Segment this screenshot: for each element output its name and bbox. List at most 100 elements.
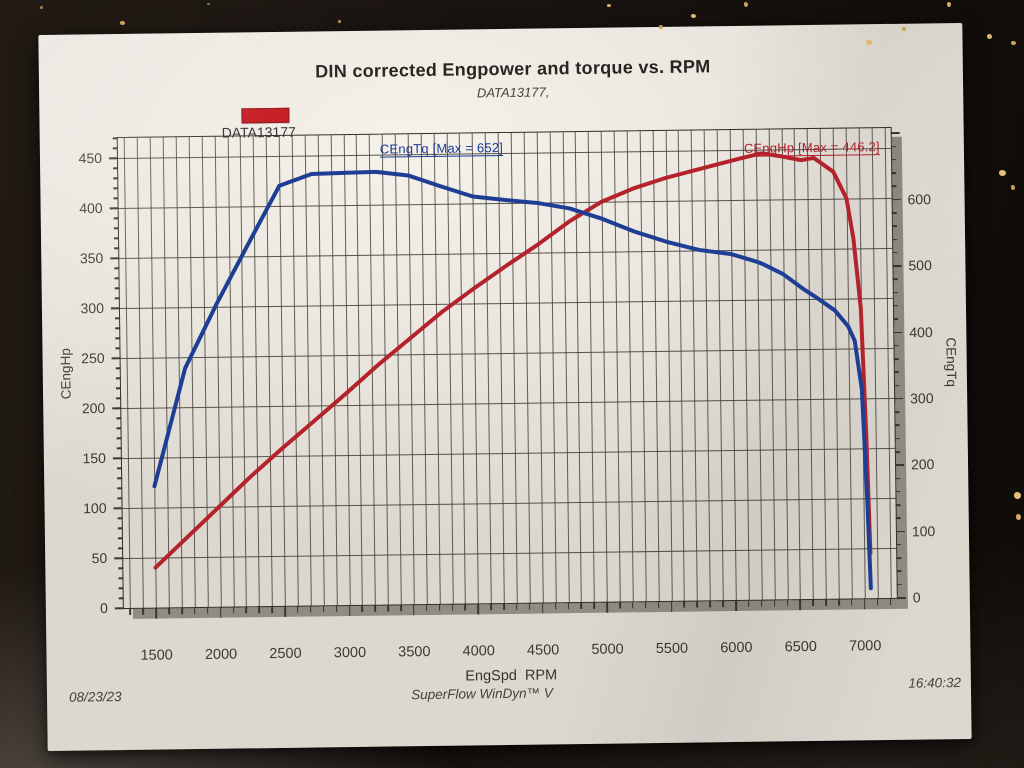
x-axis-tick [541,602,544,614]
right-axis-tick [891,172,897,174]
right-axis-tick-label: 100 [911,522,936,539]
right-axis-tick-label: 600 [907,190,932,208]
left-axis-tick [110,257,120,259]
x-axis-tick [876,598,879,606]
x-axis-tick [387,604,389,612]
crumb [902,27,906,31]
x-axis-tick [812,598,814,606]
left-axis-tick-label: 300 [80,299,105,317]
footer-time: 16:40:32 [908,675,962,691]
x-axis-tick [193,607,196,615]
x-axis-tick-label: 4000 [462,643,495,660]
crumb [607,4,611,7]
x-axis-tick [644,601,647,609]
x-axis-tick [670,600,673,612]
x-axis-tick [451,603,454,611]
crumb [40,6,43,9]
x-axis-tick [477,603,480,615]
x-axis-tick [335,605,338,613]
x-axis-tick [412,604,415,616]
right-axis-tick-label: 0 [912,589,921,606]
x-axis-tick [593,601,595,609]
x-axis-tick-label: 3500 [398,643,431,661]
x-axis-tick [348,605,351,617]
left-axis-tick-label: 150 [82,449,106,467]
x-axis-tick [631,601,634,609]
right-axis-tick-label: 200 [910,456,935,473]
x-axis-tick [322,605,325,613]
right-axis-tick [894,411,900,413]
x-axis-tick [786,599,789,607]
x-axis-tick [296,605,299,613]
right-axis-tick [895,464,905,466]
left-axis-tick [114,607,124,609]
right-axis-title: CEngTq [943,337,960,388]
crumb [1011,41,1016,45]
left-axis-tick [112,407,122,409]
right-axis-tick [892,265,902,267]
x-axis-tick [181,607,183,615]
right-axis-tick [892,238,898,241]
x-axis-tick-label: 4500 [526,642,560,659]
right-axis-tick [893,371,899,373]
crumb [987,34,992,39]
right-axis-tick [894,397,904,400]
x-axis-tick [838,598,840,606]
right-axis-tick [890,132,900,134]
right-axis-tick [896,557,902,559]
left-axis-tick-label: 400 [79,199,103,217]
crumb [1011,185,1015,190]
left-axis-tick-label: 50 [91,549,108,567]
x-axis-tick [258,606,260,614]
x-axis-tick [606,601,608,613]
right-axis-tick [895,504,901,506]
x-axis-tick-label: 3000 [333,644,367,662]
x-axis-tick [284,605,286,617]
crumb [659,25,663,29]
x-axis-tick [503,603,505,611]
x-axis-tick [464,603,467,611]
right-axis-tick [892,278,898,281]
x-axis-tick-label: 6000 [720,639,753,657]
x-axis-tick [206,606,209,614]
crumb [691,14,696,18]
right-axis-tick [891,198,901,201]
x-axis-tick [271,606,273,614]
right-axis-tick-label: 400 [909,323,933,340]
x-axis-tick-label: 5000 [591,641,624,658]
crumb [866,40,872,45]
right-axis-tick [893,344,899,347]
x-axis-tick [735,599,737,612]
x-axis-tick [567,602,570,610]
x-axis-tick [425,604,428,612]
right-axis-tick [891,185,897,188]
x-axis-tick [760,599,763,607]
right-axis-tick [895,477,901,480]
x-axis-tick [825,598,827,606]
x-axis-tick [747,599,750,607]
right-axis-tick [891,225,897,227]
x-axis-tick [219,606,222,618]
left-axis-tick [114,557,124,559]
crumb [999,170,1006,176]
left-axis-tick [111,357,121,359]
x-axis-tick-label: 5500 [655,640,689,658]
legend-color-swatch [241,107,290,124]
left-axis-tick [112,457,122,459]
curve-CEngTq [152,169,873,591]
dyno-curves [152,151,873,591]
x-axis-tick [722,600,724,608]
right-axis-tick [894,451,900,453]
curve-CEngHp [153,151,873,570]
x-axis-tick [129,607,132,615]
crumb [120,21,125,25]
x-axis-tick [232,606,235,614]
x-axis-tick [490,603,492,611]
right-axis-tick [895,517,901,519]
crumb [207,3,210,5]
right-axis-tick [892,251,898,254]
x-axis-tick [554,602,557,610]
x-axis-tick [683,600,686,608]
paper-sheet: DIN corrected Engpower and torque vs. RP… [38,22,972,752]
